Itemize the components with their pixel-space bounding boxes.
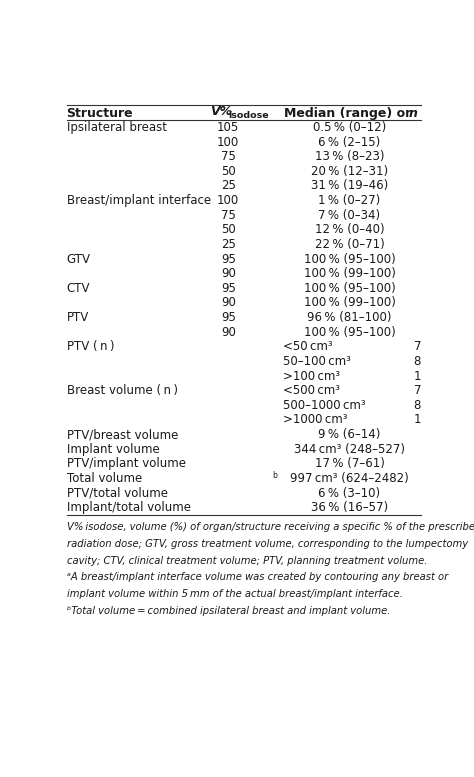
- Text: 96 % (81–100): 96 % (81–100): [307, 311, 392, 324]
- Text: 7: 7: [414, 384, 421, 397]
- Text: Ipsilateral breast: Ipsilateral breast: [66, 121, 166, 134]
- Text: 22 % (0–71): 22 % (0–71): [315, 238, 384, 251]
- Text: 7 % (0–34): 7 % (0–34): [319, 209, 381, 221]
- Text: CTV: CTV: [66, 282, 90, 294]
- Text: 9 % (6–14): 9 % (6–14): [318, 428, 381, 441]
- Text: Implant/total volume: Implant/total volume: [66, 501, 191, 514]
- Text: Median (range) or: Median (range) or: [283, 106, 415, 120]
- Text: 50–100 cm³: 50–100 cm³: [283, 355, 351, 368]
- Text: 13 % (8–23): 13 % (8–23): [315, 150, 384, 163]
- Text: PTV/implant volume: PTV/implant volume: [66, 458, 186, 470]
- Text: 100 % (95–100): 100 % (95–100): [303, 253, 395, 266]
- Text: 1: 1: [414, 370, 421, 382]
- Text: 1: 1: [414, 413, 421, 427]
- Text: n: n: [409, 106, 418, 120]
- Text: 25: 25: [221, 179, 236, 193]
- Text: V%: V%: [210, 105, 232, 118]
- Text: 95: 95: [221, 253, 236, 266]
- Text: >1000 cm³: >1000 cm³: [283, 413, 348, 427]
- Text: 12 % (0–40): 12 % (0–40): [315, 223, 384, 236]
- Text: PTV ( n ): PTV ( n ): [66, 340, 114, 354]
- Text: 95: 95: [221, 282, 236, 294]
- Text: 8: 8: [414, 399, 421, 412]
- Text: 100 % (95–100): 100 % (95–100): [303, 326, 395, 339]
- Text: 997 cm³ (624–2482): 997 cm³ (624–2482): [290, 472, 409, 485]
- Text: 100 % (99–100): 100 % (99–100): [303, 267, 395, 280]
- Text: 25: 25: [221, 238, 236, 251]
- Text: 100: 100: [217, 136, 239, 148]
- Text: 50: 50: [221, 223, 236, 236]
- Text: 100 % (95–100): 100 % (95–100): [303, 282, 395, 294]
- Text: ᵇTotal volume = combined ipsilateral breast and implant volume.: ᵇTotal volume = combined ipsilateral bre…: [66, 606, 390, 616]
- Text: 50: 50: [221, 165, 236, 178]
- Text: PTV/breast volume: PTV/breast volume: [66, 428, 178, 441]
- Text: 75: 75: [221, 150, 236, 163]
- Text: 31 % (19–46): 31 % (19–46): [311, 179, 388, 193]
- Text: 90: 90: [221, 297, 236, 309]
- Text: PTV: PTV: [66, 311, 89, 324]
- Text: ᵃA breast/implant interface volume was created by contouring any breast or: ᵃA breast/implant interface volume was c…: [66, 573, 448, 583]
- Text: <50 cm³: <50 cm³: [283, 340, 333, 354]
- Text: 95: 95: [221, 311, 236, 324]
- Text: Breast/implant interface: Breast/implant interface: [66, 194, 211, 207]
- Text: 7: 7: [414, 340, 421, 354]
- Text: implant volume within 5 mm of the actual breast/implant interface.: implant volume within 5 mm of the actual…: [66, 589, 402, 599]
- Text: 6 % (2–15): 6 % (2–15): [319, 136, 381, 148]
- Text: <500 cm³: <500 cm³: [283, 384, 340, 397]
- Text: isodose: isodose: [228, 111, 269, 120]
- Text: 75: 75: [221, 209, 236, 221]
- Text: 8: 8: [414, 355, 421, 368]
- Text: V% isodose, volume (%) of organ/structure receiving a specific % of the prescrib: V% isodose, volume (%) of organ/structur…: [66, 522, 474, 532]
- Text: 0.5 % (0–12): 0.5 % (0–12): [313, 121, 386, 134]
- Text: 344 cm³ (248–527): 344 cm³ (248–527): [294, 443, 405, 456]
- Text: 500–1000 cm³: 500–1000 cm³: [283, 399, 366, 412]
- Text: Total volume: Total volume: [66, 472, 142, 485]
- Text: Implant volume: Implant volume: [66, 443, 159, 456]
- Text: PTV/total volume: PTV/total volume: [66, 486, 168, 500]
- Text: 20 % (12–31): 20 % (12–31): [311, 165, 388, 178]
- Text: 90: 90: [221, 326, 236, 339]
- Text: Breast volume ( n ): Breast volume ( n ): [66, 384, 178, 397]
- Text: radiation dose; GTV, gross treatment volume, corresponding to the lumpectomy: radiation dose; GTV, gross treatment vol…: [66, 539, 468, 549]
- Text: 1 % (0–27): 1 % (0–27): [319, 194, 381, 207]
- Text: >100 cm³: >100 cm³: [283, 370, 340, 382]
- Text: 36 % (16–57): 36 % (16–57): [311, 501, 388, 514]
- Text: GTV: GTV: [66, 253, 91, 266]
- Text: 6 % (3–10): 6 % (3–10): [319, 486, 381, 500]
- Text: 100 % (99–100): 100 % (99–100): [303, 297, 395, 309]
- Text: 100: 100: [217, 194, 239, 207]
- Text: Structure: Structure: [66, 106, 133, 120]
- Text: 90: 90: [221, 267, 236, 280]
- Text: 17 % (7–61): 17 % (7–61): [315, 458, 384, 470]
- Text: cavity; CTV, clinical treatment volume; PTV, planning treatment volume.: cavity; CTV, clinical treatment volume; …: [66, 556, 427, 566]
- Text: b: b: [273, 471, 278, 479]
- Text: 105: 105: [217, 121, 239, 134]
